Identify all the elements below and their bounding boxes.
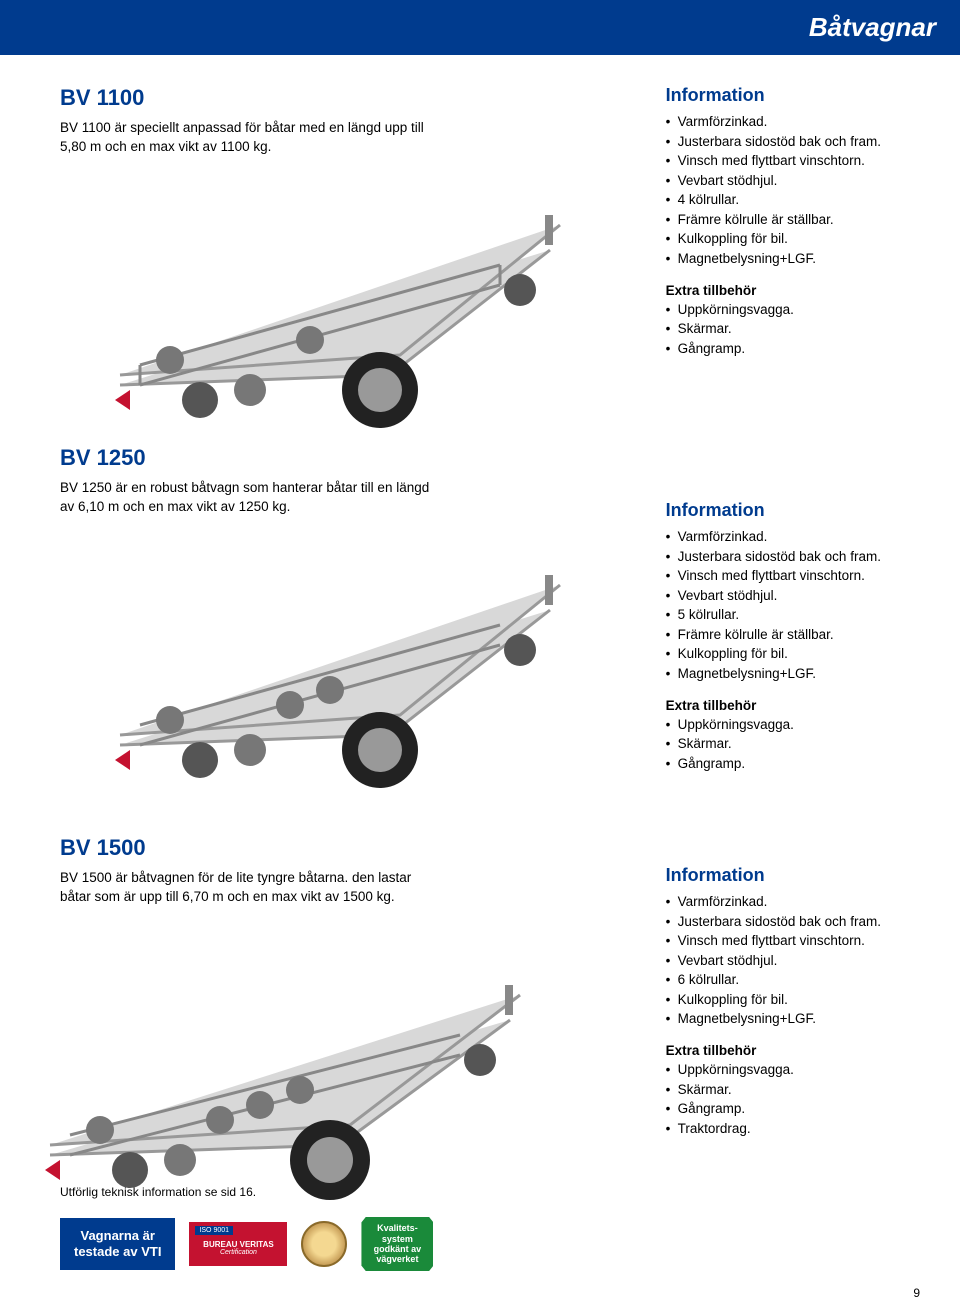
list-item: Justerbara sidostöd bak och fram. (678, 547, 920, 567)
bureau-veritas-badge: ISO 9001 BUREAU VERITAS Certification (189, 1222, 287, 1266)
list-item: Vevbart stödhjul. (678, 951, 920, 971)
list-item: Uppkörningsvagga. (678, 1060, 920, 1080)
product-bv1250: BV 1250 BV 1250 är en robust båtvagn som… (60, 445, 920, 805)
extra-list: Uppkörningsvagga. Skärmar. Gångramp. (666, 715, 920, 774)
footer-badges: Vagnarna är testade av VTI ISO 9001 BURE… (60, 1217, 920, 1271)
bv-cert: Certification (220, 1249, 257, 1256)
vti-line2: testade av VTI (74, 1244, 161, 1259)
list-item: Kulkoppling för bil. (678, 229, 920, 249)
info-list: Varmförzinkad. Justerbara sidostöd bak o… (666, 527, 920, 684)
list-item: Vinsch med flyttbart vinschtorn. (678, 931, 920, 951)
list-item: Uppkörningsvagga. (678, 300, 920, 320)
info-list: Varmförzinkad. Justerbara sidostöd bak o… (666, 112, 920, 269)
list-item: Främre kölrulle är ställbar. (678, 210, 920, 230)
kv-text: Kvalitets- system godkänt av vägverket (374, 1223, 422, 1264)
product-title: BV 1100 (60, 85, 446, 111)
list-item: Varmförzinkad. (678, 527, 920, 547)
list-item: Skärmar. (678, 734, 920, 754)
iso-label: ISO 9001 (195, 1226, 233, 1235)
product-bv1500: BV 1500 BV 1500 är båtvagnen för de lite… (60, 835, 920, 1155)
list-item: Vevbart stödhjul. (678, 171, 920, 191)
extra-heading: Extra tillbehör (666, 1043, 920, 1058)
list-item: 5 kölrullar. (678, 605, 920, 625)
product-title: BV 1250 (60, 445, 446, 471)
list-item: Kulkoppling för bil. (678, 644, 920, 664)
product-desc: BV 1500 är båtvagnen för de lite tyngre … (60, 869, 446, 907)
list-item: Uppkörningsvagga. (678, 715, 920, 735)
list-item: Gångramp. (678, 339, 920, 359)
list-item: Justerbara sidostöd bak och fram. (678, 912, 920, 932)
vti-line1: Vagnarna är (81, 1228, 155, 1243)
list-item: Kulkoppling för bil. (678, 990, 920, 1010)
list-item: Vinsch med flyttbart vinschtorn. (678, 566, 920, 586)
info-heading: Information (666, 85, 920, 106)
list-item: Gångramp. (678, 754, 920, 774)
list-item: Gångramp. (678, 1099, 920, 1119)
list-item: Skärmar. (678, 1080, 920, 1100)
list-item: Vinsch med flyttbart vinschtorn. (678, 151, 920, 171)
product-desc: BV 1100 är speciellt anpassad för båtar … (60, 119, 446, 157)
list-item: 4 kölrullar. (678, 190, 920, 210)
page-title: Båtvagnar (809, 12, 936, 42)
list-item: Varmförzinkad. (678, 892, 920, 912)
list-item: Främre kölrulle är ställbar. (678, 625, 920, 645)
page-content: BV 1100 BV 1100 är speciellt anpassad fö… (0, 55, 960, 1271)
product-title: BV 1500 (60, 835, 446, 861)
bv-text: BUREAU VERITAS (203, 1240, 274, 1249)
list-item: Magnetbelysning+LGF. (678, 1009, 920, 1029)
extra-list: Uppkörningsvagga. Skärmar. Gångramp. Tra… (666, 1060, 920, 1138)
page-header: Båtvagnar (0, 0, 960, 55)
info-heading: Information (666, 500, 920, 521)
list-item: Traktordrag. (678, 1119, 920, 1139)
list-item: Vevbart stödhjul. (678, 586, 920, 606)
list-item: Justerbara sidostöd bak och fram. (678, 132, 920, 152)
product-desc: BV 1250 är en robust båtvagn som hantera… (60, 479, 446, 517)
info-heading: Information (666, 865, 920, 886)
list-item: Magnetbelysning+LGF. (678, 664, 920, 684)
bureau-veritas-seal-icon (301, 1221, 347, 1267)
product-bv1100: BV 1100 BV 1100 är speciellt anpassad fö… (60, 85, 920, 415)
extra-heading: Extra tillbehör (666, 698, 920, 713)
extra-heading: Extra tillbehör (666, 283, 920, 298)
list-item: Varmförzinkad. (678, 112, 920, 132)
info-list: Varmförzinkad. Justerbara sidostöd bak o… (666, 892, 920, 1029)
extra-list: Uppkörningsvagga. Skärmar. Gångramp. (666, 300, 920, 359)
page-number: 9 (913, 1286, 920, 1300)
vagverket-badge: Kvalitets- system godkänt av vägverket (361, 1217, 433, 1271)
list-item: Skärmar. (678, 319, 920, 339)
vti-badge: Vagnarna är testade av VTI (60, 1218, 175, 1271)
list-item: 6 kölrullar. (678, 970, 920, 990)
list-item: Magnetbelysning+LGF. (678, 249, 920, 269)
